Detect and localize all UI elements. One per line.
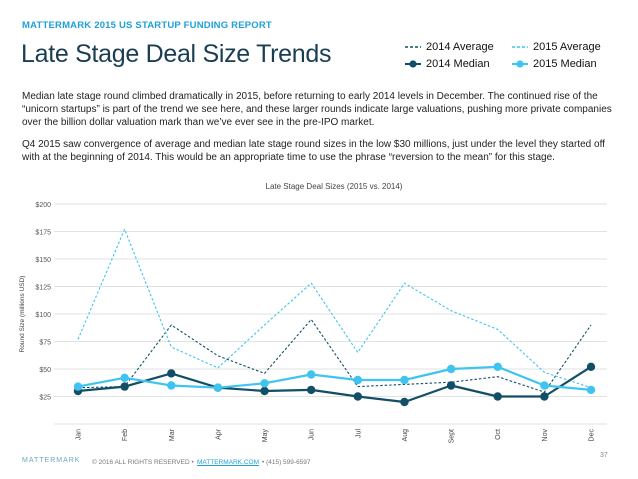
y-tick-label: $175 — [35, 230, 51, 237]
legend-item-2014-average: 2014 Average — [405, 41, 494, 53]
x-tick-label: Aug — [402, 429, 409, 442]
series-line-2014-average — [77, 318, 592, 393]
x-tick-label: Jan — [76, 429, 83, 440]
data-point-2015-median — [446, 364, 456, 374]
data-point-2014-median — [446, 381, 456, 390]
legend-dashed-light-line-icon — [512, 46, 528, 48]
y-tick-label: $200 — [35, 202, 51, 209]
report-kicker: MATTERMARK 2015 US STARTUP FUNDING REPOR… — [22, 20, 272, 31]
legend-item-2015-median: 2015 Median — [512, 58, 597, 70]
x-tick-label: Jun — [309, 429, 316, 440]
x-tick-label: Oct — [495, 429, 502, 440]
chart-title: Late Stage Deal Sizes (2015 vs. 2014) — [266, 182, 403, 191]
y-tick-label: $125 — [35, 285, 51, 292]
footer-link[interactable]: MATTERMARK.COM — [197, 459, 259, 466]
footer-copyright: © 2016 ALL RIGHTS RESERVED • — [92, 459, 194, 466]
data-point-2014-median — [306, 385, 316, 395]
data-point-2015-median — [400, 375, 409, 385]
y-tick-label: $150 — [35, 257, 51, 264]
page-number: 37 — [600, 452, 608, 459]
legend-light-marker-line-icon — [512, 60, 528, 68]
x-tick-label: Nov — [542, 429, 549, 442]
footer-logo: MATTERMARK — [22, 457, 81, 464]
chart-legend: 2014 Average 2015 Average 2014 Median 20… — [400, 40, 625, 76]
x-tick-label: May — [262, 429, 269, 443]
x-tick-label: Apr — [215, 428, 222, 440]
data-point-2015-median — [167, 381, 176, 390]
legend-label: 2014 Average — [426, 41, 494, 53]
series-line-2014-median — [77, 365, 592, 404]
y-tick-label: $50 — [39, 367, 51, 374]
series-line-2015-average — [77, 228, 592, 389]
legend-item-2015-average: 2015 Average — [512, 41, 601, 53]
y-tick-label: $75 — [39, 340, 51, 347]
data-point-2014-median — [493, 392, 502, 401]
data-point-2014-median — [400, 397, 409, 407]
footer: MATTERMARK © 2016 ALL RIGHTS RESERVED • … — [0, 455, 638, 471]
legend-dark-marker-line-icon — [405, 60, 421, 68]
data-point-2014-median — [120, 382, 129, 391]
data-point-2015-median — [213, 383, 223, 392]
data-point-2015-median — [73, 382, 83, 391]
data-point-2015-median — [586, 385, 596, 395]
x-tick-label: Jul — [355, 429, 362, 438]
x-tick-label: Mar — [169, 428, 176, 441]
x-tick-label: Feb — [122, 429, 129, 441]
page-title: Late Stage Deal Size Trends — [21, 40, 332, 68]
data-point-2015-median — [260, 379, 269, 388]
data-point-2014-median — [540, 392, 549, 401]
legend-label: 2015 Average — [533, 41, 601, 53]
data-point-2015-median — [120, 373, 129, 382]
y-tick-label: $25 — [39, 395, 51, 402]
footer-phone: • (415) 599-6597 — [262, 459, 311, 466]
x-tick-label: Dec — [589, 429, 596, 442]
legend-label: 2015 Median — [533, 58, 597, 70]
data-point-2014-median — [260, 386, 269, 396]
legend-item-2014-median: 2014 Median — [405, 58, 490, 70]
data-point-2014-median — [353, 392, 363, 401]
data-point-2014-median — [167, 369, 176, 378]
data-point-2014-median — [586, 362, 596, 371]
legend-label: 2014 Median — [426, 58, 490, 70]
data-point-2015-median — [306, 370, 316, 379]
series-line-2015-median — [77, 365, 592, 391]
body-paragraph-1: Median late stage round climbed dramatic… — [22, 91, 612, 128]
y-axis-label: Round Size (millions USD) — [19, 276, 26, 353]
y-tick-label: $100 — [35, 312, 51, 319]
body-paragraph-2: Q4 2015 saw convergence of average and m… — [22, 139, 605, 163]
data-point-2015-median — [353, 375, 363, 385]
x-tick-label: Sept — [449, 429, 456, 443]
data-point-2015-median — [540, 381, 549, 390]
data-point-2015-median — [493, 362, 502, 371]
legend-dashed-dark-line-icon — [405, 46, 421, 48]
